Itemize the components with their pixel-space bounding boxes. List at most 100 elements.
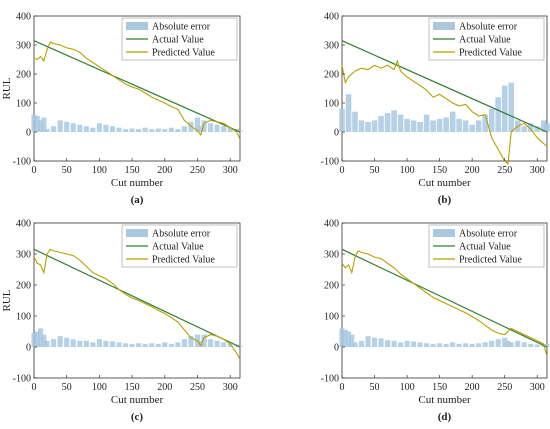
error-bar xyxy=(540,120,547,132)
error-bar xyxy=(508,342,514,347)
error-bar xyxy=(505,340,511,347)
error-bar xyxy=(544,123,550,132)
error-bar xyxy=(57,336,63,347)
error-bar xyxy=(339,328,345,347)
error-bar xyxy=(64,121,70,132)
error-bar xyxy=(391,340,397,347)
error-bar xyxy=(423,114,430,132)
actual-value-line xyxy=(33,248,241,348)
x-tick-label: 300 xyxy=(223,382,238,393)
y-tick-label: 0 xyxy=(26,128,31,139)
x-tick-label: 100 xyxy=(400,382,415,393)
error-bar xyxy=(469,343,475,347)
legend-label: Actual Value xyxy=(152,242,204,253)
panel-label: (a) xyxy=(131,194,144,206)
error-bar xyxy=(149,129,155,132)
error-bar xyxy=(149,343,155,347)
x-axis-label: Cut number xyxy=(418,177,471,189)
y-tick-label: 200 xyxy=(324,70,339,81)
error-bar xyxy=(201,120,207,132)
error-bar xyxy=(502,337,508,347)
error-bar xyxy=(31,333,37,347)
error-bar xyxy=(352,342,358,347)
error-bar xyxy=(188,336,194,347)
error-bar xyxy=(51,339,57,347)
error-bar xyxy=(122,343,129,347)
y-tick-label: -100 xyxy=(321,374,339,385)
y-tick-label: -100 xyxy=(321,157,339,168)
legend-swatch-error xyxy=(126,229,148,237)
x-tick-label: 250 xyxy=(190,382,205,393)
error-bar xyxy=(51,126,57,132)
panel-label: (b) xyxy=(438,194,452,206)
error-bar xyxy=(443,117,449,132)
error-bar xyxy=(122,129,129,132)
error-bar xyxy=(488,108,495,132)
error-bar xyxy=(109,126,116,132)
error-bar xyxy=(207,339,214,347)
error-bar xyxy=(181,339,187,347)
error-bar xyxy=(41,334,47,347)
legend-swatch-error xyxy=(433,229,455,237)
y-tick-label: 100 xyxy=(324,312,339,323)
error-bar xyxy=(214,124,220,132)
error-bar xyxy=(430,343,436,347)
error-bar xyxy=(397,114,404,132)
error-bar xyxy=(430,120,436,132)
actual-value-line xyxy=(341,248,548,348)
legend-label: Absolute error xyxy=(152,229,211,240)
error-bar xyxy=(168,127,174,132)
x-tick-label: 200 xyxy=(157,382,172,393)
error-bar xyxy=(34,116,40,132)
error-bar xyxy=(181,126,187,132)
legend-label: Actual Value xyxy=(459,35,511,46)
x-tick-label: 150 xyxy=(432,382,447,393)
error-bar xyxy=(534,126,541,132)
error-bar xyxy=(391,110,397,132)
error-bar xyxy=(437,343,443,347)
error-bar xyxy=(142,343,148,347)
error-bar xyxy=(70,339,76,347)
y-tick-label: 300 xyxy=(16,41,31,52)
error-bar xyxy=(528,343,534,347)
error-bar xyxy=(57,120,63,132)
error-bar xyxy=(162,342,168,347)
error-bar xyxy=(168,343,174,347)
error-bar xyxy=(188,121,194,132)
x-tick-label: 200 xyxy=(157,165,172,176)
legend-label: Absolute error xyxy=(459,229,518,240)
error-bar xyxy=(155,343,161,347)
y-tick-label: 200 xyxy=(16,70,31,81)
error-bar xyxy=(77,124,83,132)
error-bar xyxy=(96,339,102,347)
legend-label: Absolute error xyxy=(459,22,518,33)
error-bar xyxy=(476,343,482,347)
error-bar xyxy=(201,334,207,347)
legend-label: Predicted Value xyxy=(459,255,522,266)
error-bar xyxy=(436,118,443,132)
error-bar xyxy=(527,123,534,132)
error-bar xyxy=(365,336,371,347)
error-bar xyxy=(378,116,384,132)
error-bar xyxy=(129,343,135,347)
error-bar xyxy=(207,123,214,132)
error-bar xyxy=(534,344,540,347)
error-bar xyxy=(227,127,233,132)
predicted-value-line xyxy=(341,59,548,166)
x-tick-label: 150 xyxy=(125,165,140,176)
error-bar xyxy=(371,120,378,132)
error-bar xyxy=(521,342,527,347)
error-bar xyxy=(175,129,181,132)
error-bar xyxy=(378,338,384,347)
error-bar xyxy=(404,118,410,132)
error-bar xyxy=(162,129,168,132)
error-bar xyxy=(342,329,348,347)
error-bar xyxy=(515,340,521,347)
error-bar xyxy=(96,123,102,132)
x-axis-label: Cut number xyxy=(418,394,471,406)
error-bar xyxy=(365,121,371,132)
error-bar xyxy=(482,342,488,347)
y-tick-label: -100 xyxy=(13,157,31,168)
